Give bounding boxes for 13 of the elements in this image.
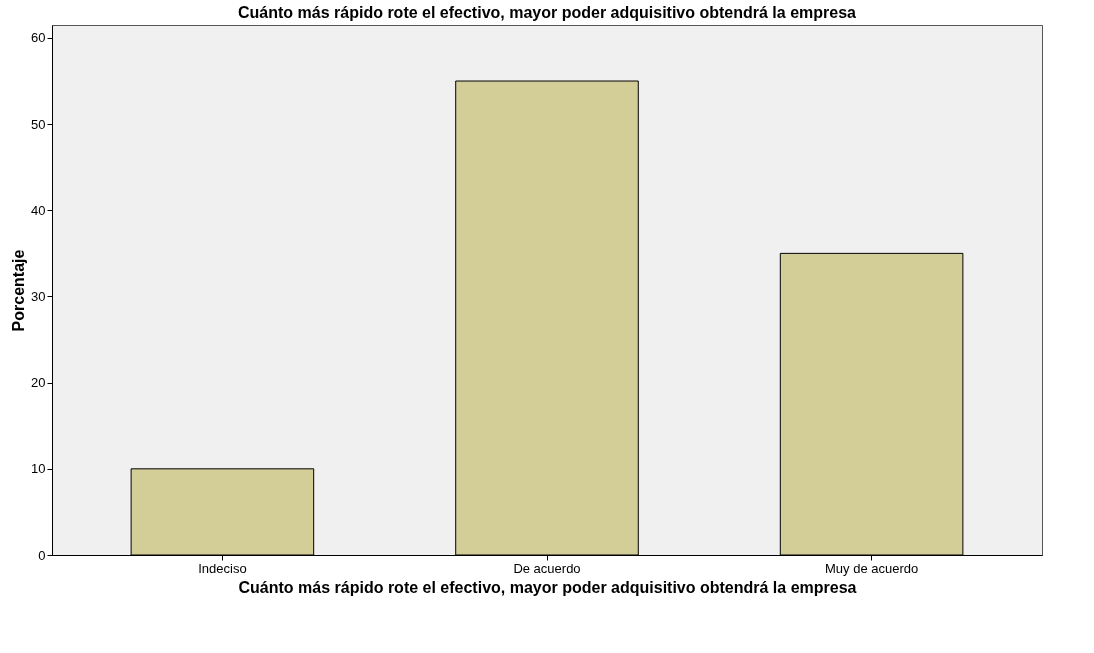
y-tick-label: 0: [38, 547, 46, 563]
y-tick-label: 40: [31, 202, 46, 218]
y-tick-label: 60: [31, 30, 46, 46]
chart-title: Cuánto más rápido rote el efectivo, mayor poder adquisitivo obtendrá la empresa: [238, 4, 857, 21]
x-tick-label: Muy de acuerdo: [824, 560, 919, 576]
x-tick-label: Indeciso: [198, 560, 247, 576]
y-tick-label: 20: [31, 375, 46, 391]
x-tick-label: De acuerdo: [513, 560, 581, 576]
y-tick-label: 10: [31, 461, 46, 477]
y-axis-title: Porcentaje: [10, 249, 28, 332]
y-tick-label: 50: [31, 116, 46, 132]
y-tick-label: 30: [31, 288, 46, 304]
x-axis-title: Cuánto más rápido rote el efectivo, mayor poder adquisitivo obtendrá la empresa: [238, 578, 857, 596]
